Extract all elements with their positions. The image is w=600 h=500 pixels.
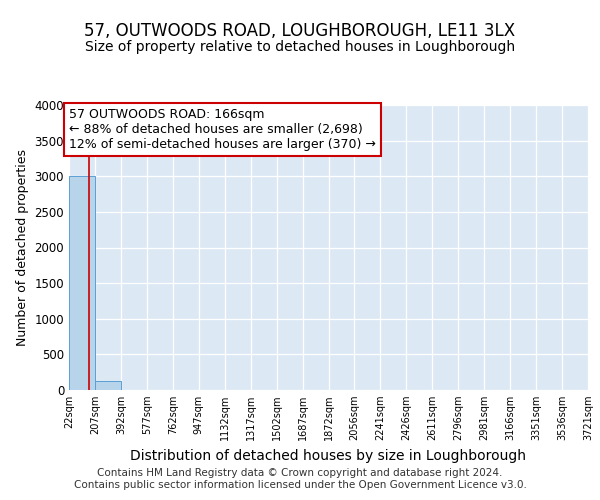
Text: 57, OUTWOODS ROAD, LOUGHBOROUGH, LE11 3LX: 57, OUTWOODS ROAD, LOUGHBOROUGH, LE11 3L… <box>85 22 515 40</box>
X-axis label: Distribution of detached houses by size in Loughborough: Distribution of detached houses by size … <box>131 448 527 462</box>
Bar <box>95 382 121 390</box>
Text: Size of property relative to detached houses in Loughborough: Size of property relative to detached ho… <box>85 40 515 54</box>
Bar <box>69 176 95 390</box>
Text: Contains public sector information licensed under the Open Government Licence v3: Contains public sector information licen… <box>74 480 526 490</box>
Y-axis label: Number of detached properties: Number of detached properties <box>16 149 29 346</box>
Text: 57 OUTWOODS ROAD: 166sqm
← 88% of detached houses are smaller (2,698)
12% of sem: 57 OUTWOODS ROAD: 166sqm ← 88% of detach… <box>70 108 376 151</box>
Text: Contains HM Land Registry data © Crown copyright and database right 2024.: Contains HM Land Registry data © Crown c… <box>97 468 503 477</box>
